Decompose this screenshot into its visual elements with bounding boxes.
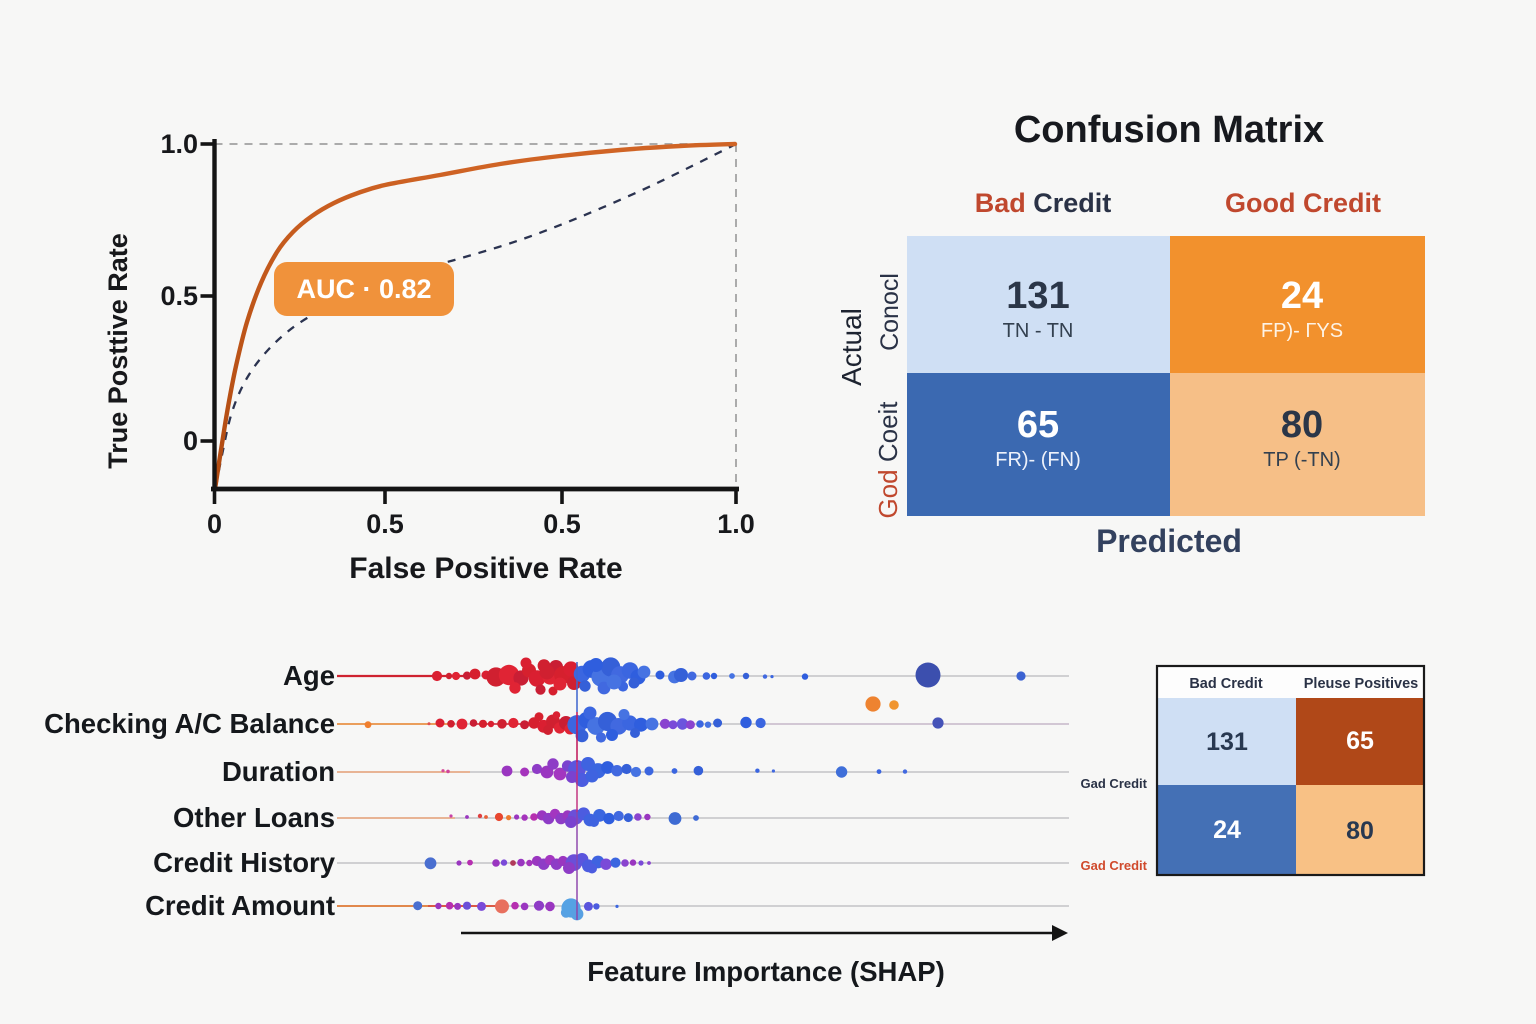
svg-text:Checking A/C Balance: Checking A/C Balance bbox=[44, 708, 335, 739]
svg-text:0.5: 0.5 bbox=[160, 281, 198, 311]
svg-text:Pleuse Positives: Pleuse Positives bbox=[1304, 676, 1418, 692]
svg-text:Bad Credit: Bad Credit bbox=[1189, 676, 1262, 692]
svg-text:FR)- (FN): FR)- (FN) bbox=[995, 449, 1081, 471]
svg-text:131: 131 bbox=[1006, 275, 1069, 317]
svg-text:False Positive Rate: False Positive Rate bbox=[349, 552, 622, 585]
svg-text:1.0: 1.0 bbox=[160, 129, 198, 159]
svg-text:0.5: 0.5 bbox=[543, 509, 581, 539]
svg-text:24: 24 bbox=[1281, 275, 1323, 317]
svg-text:1.0: 1.0 bbox=[717, 509, 755, 539]
svg-text:65: 65 bbox=[1017, 404, 1059, 446]
svg-text:80: 80 bbox=[1281, 404, 1323, 446]
svg-text:Good Credit: Good Credit bbox=[1225, 188, 1381, 218]
svg-text:65: 65 bbox=[1346, 727, 1374, 755]
svg-text:24: 24 bbox=[1213, 816, 1241, 844]
svg-text:0.5: 0.5 bbox=[366, 509, 404, 539]
svg-text:Gad Credit: Gad Credit bbox=[1081, 776, 1148, 791]
svg-text:Bad Credit: Bad Credit bbox=[975, 188, 1112, 218]
svg-text:Credit Amount: Credit Amount bbox=[145, 890, 335, 921]
svg-text:True Posttive Rate: True Posttive Rate bbox=[103, 233, 133, 469]
svg-text:Gad Credit: Gad Credit bbox=[1081, 858, 1148, 873]
svg-text:AUC · 0.82: AUC · 0.82 bbox=[296, 274, 431, 304]
svg-text:God Coeit: God Coeit bbox=[873, 401, 903, 519]
svg-text:FP)- ΓYS: FP)- ΓYS bbox=[1261, 320, 1343, 342]
svg-text:131: 131 bbox=[1206, 728, 1248, 756]
svg-text:TN - TN: TN - TN bbox=[1003, 320, 1074, 342]
svg-text:Feature Importance (SHAP): Feature Importance (SHAP) bbox=[587, 956, 945, 987]
svg-text:Other Loans: Other Loans bbox=[173, 802, 335, 833]
svg-text:Duration: Duration bbox=[222, 756, 335, 787]
svg-text:TP (-TN): TP (-TN) bbox=[1263, 449, 1340, 471]
svg-text:Predicted: Predicted bbox=[1096, 523, 1242, 559]
svg-text:Credit History: Credit History bbox=[153, 847, 336, 878]
svg-text:Actual: Actual bbox=[836, 308, 867, 386]
svg-text:Age: Age bbox=[283, 660, 335, 691]
svg-text:0: 0 bbox=[207, 509, 222, 539]
svg-text:80: 80 bbox=[1346, 817, 1374, 845]
svg-text:Confusion Matrix: Confusion Matrix bbox=[1014, 109, 1324, 151]
svg-text:Conocl: Conocl bbox=[876, 273, 904, 351]
svg-text:0: 0 bbox=[183, 426, 198, 456]
